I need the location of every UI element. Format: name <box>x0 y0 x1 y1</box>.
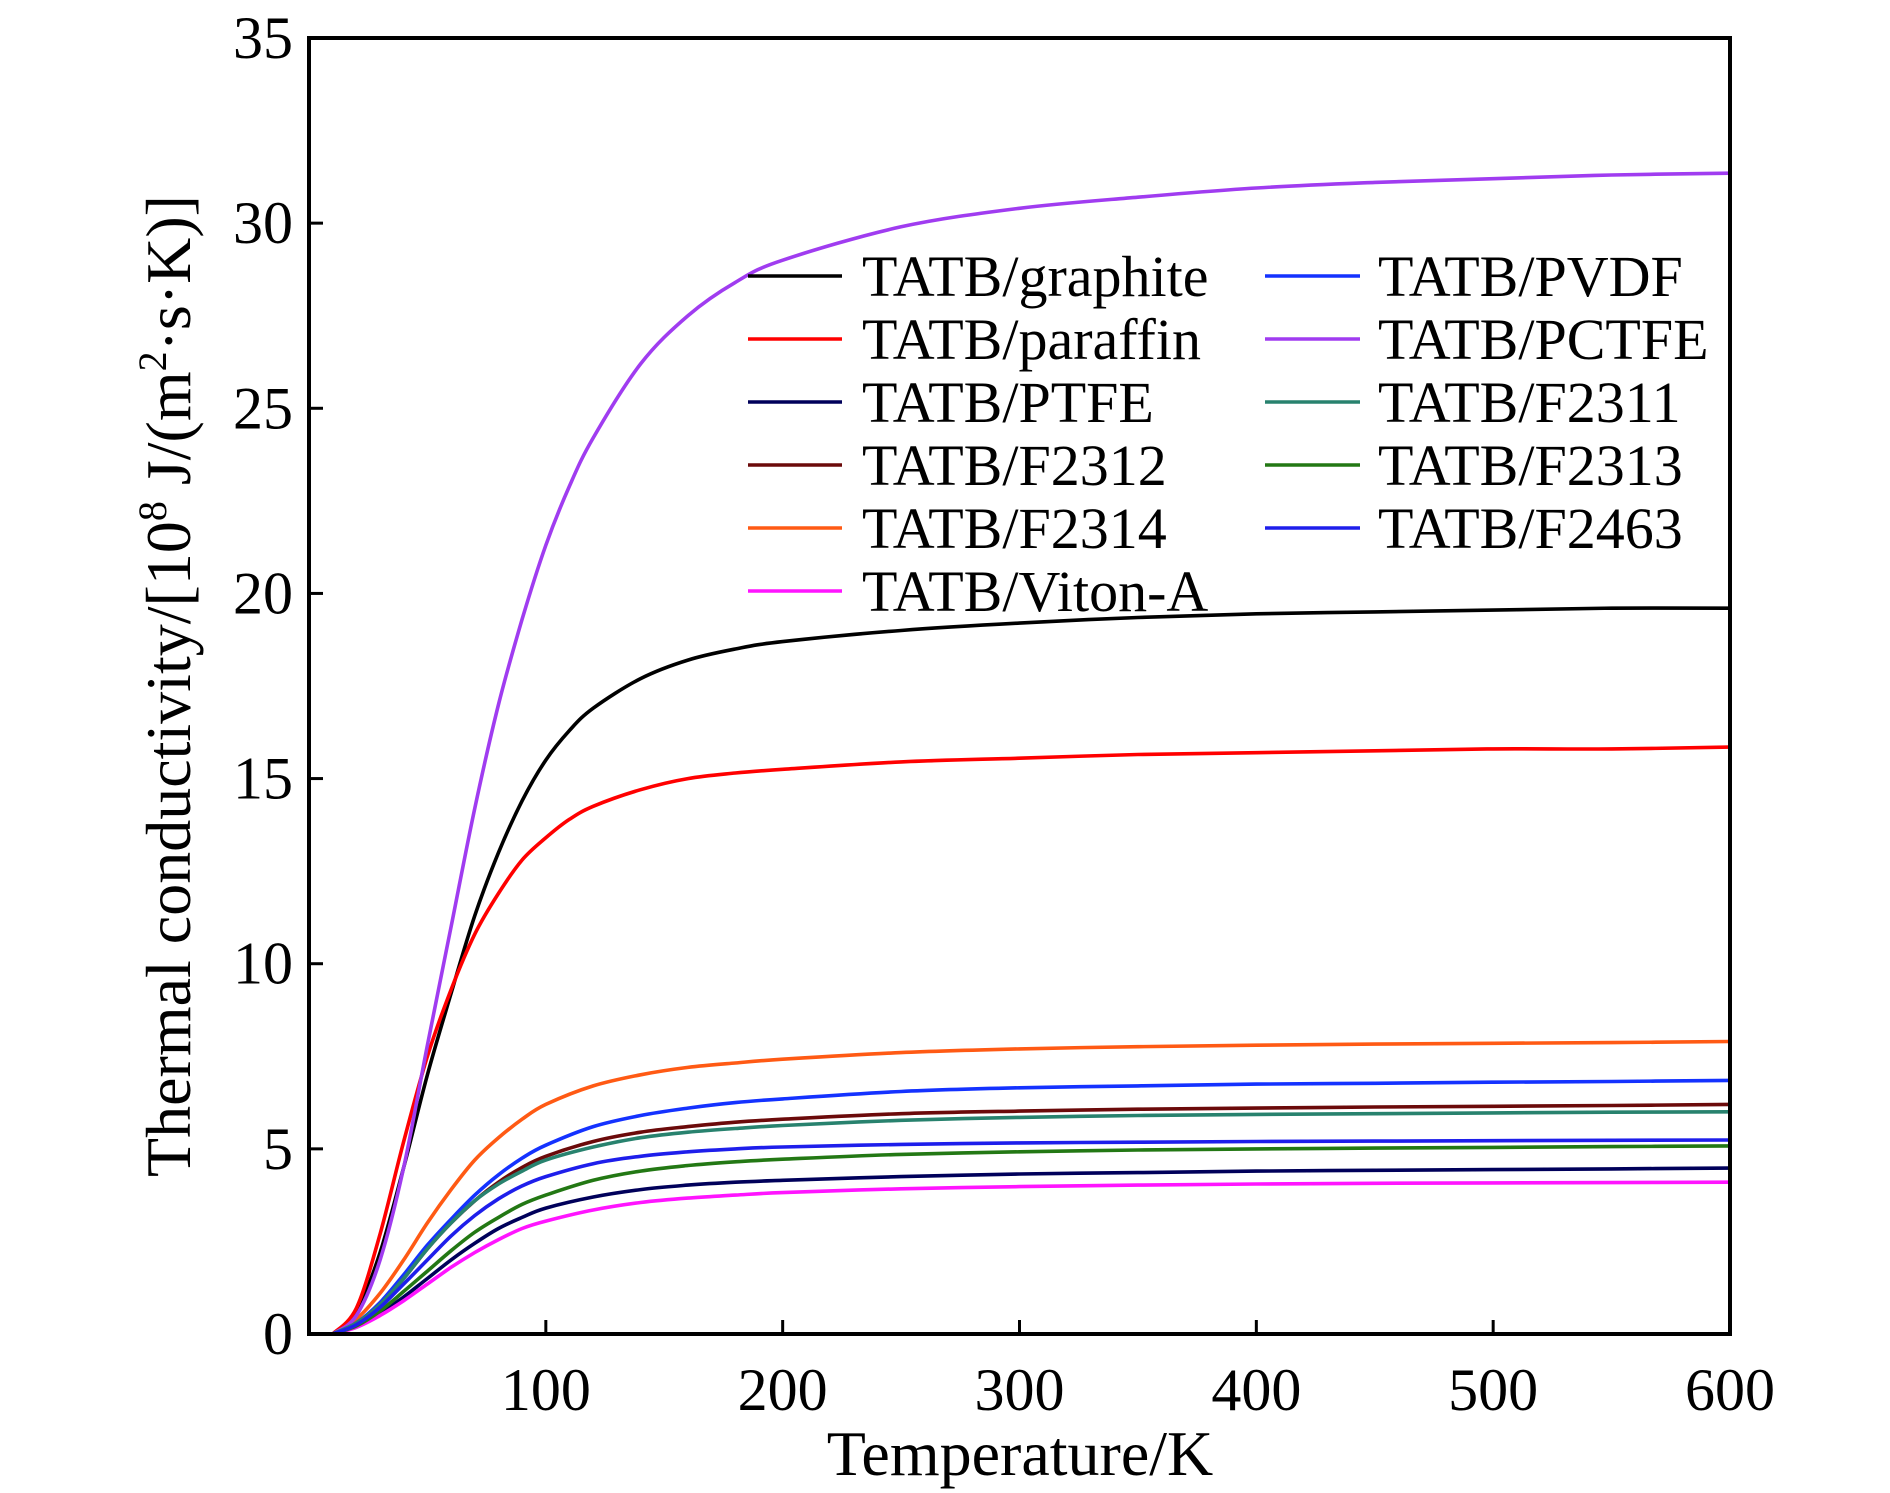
series-line-5 <box>330 1180 1732 1336</box>
series-line-6 <box>330 1078 1732 1336</box>
x-tick-label: 600 <box>1685 1357 1775 1423</box>
series-line-9 <box>330 1144 1732 1336</box>
legend-label-6: TATB/PVDF <box>1378 244 1683 309</box>
series-layer <box>330 171 1732 1336</box>
legend-label-0: TATB/graphite <box>862 244 1209 309</box>
legend-label-8: TATB/F2311 <box>1378 370 1681 435</box>
y-tick-label: 20 <box>233 560 293 626</box>
y-tick-label: 5 <box>263 1116 293 1182</box>
legend-label-9: TATB/F2313 <box>1378 433 1683 498</box>
series-line-7 <box>330 171 1732 1336</box>
series-line-4 <box>330 1039 1732 1336</box>
legend-label-1: TATB/paraffin <box>862 307 1201 372</box>
legend: TATB/graphiteTATB/paraffinTATB/PTFETATB/… <box>748 244 1709 624</box>
x-tick-label: 400 <box>1211 1357 1301 1423</box>
y-tick-label: 25 <box>233 375 293 441</box>
series-line-0 <box>330 606 1732 1336</box>
x-tick-label: 200 <box>738 1357 828 1423</box>
x-tick-label: 500 <box>1448 1357 1538 1423</box>
y-axis-title-main: Thermal conductivity/[10 <box>133 521 204 1177</box>
series-line-8 <box>330 1110 1732 1336</box>
y-axis-title-superscript: 8 <box>130 501 175 521</box>
series-line-10 <box>330 1138 1732 1336</box>
y-axis-title-superscript-2: 2 <box>130 351 175 371</box>
y-axis-title: Thermal conductivity/[108 J/(m2·s·K)] <box>130 195 204 1177</box>
y-tick-label: 10 <box>233 931 293 997</box>
y-tick-label: 30 <box>233 190 293 256</box>
ticks-layer: 100 200 300 400 500 600 0 5 10 15 20 25 30 35 <box>233 5 1775 1423</box>
legend-label-4: TATB/F2314 <box>862 496 1167 561</box>
y-axis-title-unit: J/(m <box>133 371 204 501</box>
series-line-2 <box>330 1166 1732 1336</box>
y-axis-title-end: ·s·K)] <box>133 195 204 351</box>
legend-label-7: TATB/PCTFE <box>1378 307 1709 372</box>
x-tick-label: 100 <box>501 1357 591 1423</box>
legend-label-10: TATB/F2463 <box>1378 496 1683 561</box>
legend-label-2: TATB/PTFE <box>862 370 1154 435</box>
y-tick-label: 0 <box>263 1301 293 1367</box>
legend-label-5: TATB/Viton-A <box>862 559 1208 624</box>
y-tick-label: 35 <box>233 5 293 71</box>
legend-label-3: TATB/F2312 <box>862 433 1167 498</box>
x-tick-label: 300 <box>975 1357 1065 1423</box>
x-axis-title: Temperature/K <box>827 1418 1213 1489</box>
y-tick-label: 15 <box>233 746 293 812</box>
